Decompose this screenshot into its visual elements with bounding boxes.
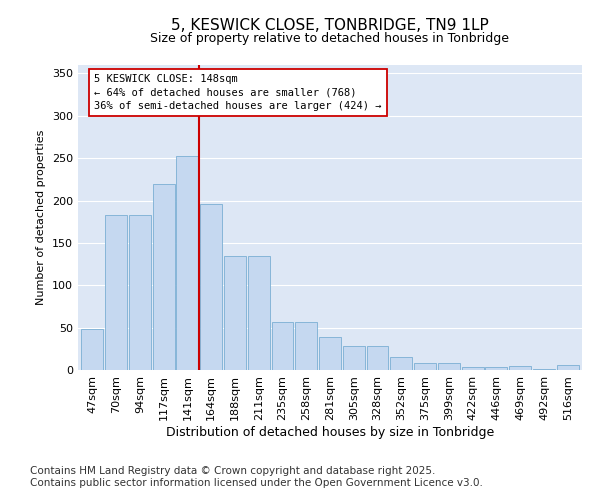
Text: Contains HM Land Registry data © Crown copyright and database right 2025.
Contai: Contains HM Land Registry data © Crown c…	[30, 466, 483, 487]
Bar	[176, 156, 198, 370]
Text: 5 KESWICK CLOSE: 148sqm
← 64% of detached houses are smaller (768)
36% of semi-d: 5 KESWICK CLOSE: 148sqm ← 64% of detache…	[94, 74, 382, 110]
Bar	[129, 215, 151, 370]
Bar	[391, 358, 412, 370]
Bar	[82, 330, 103, 370]
Text: Size of property relative to detached houses in Tonbridge: Size of property relative to detached ho…	[151, 32, 509, 45]
Bar	[485, 366, 508, 370]
Bar	[414, 363, 436, 370]
Bar	[152, 184, 175, 370]
Bar	[343, 346, 365, 370]
Y-axis label: Number of detached properties: Number of detached properties	[37, 130, 46, 305]
Bar	[438, 363, 460, 370]
Bar	[509, 366, 531, 370]
Bar	[248, 256, 269, 370]
Text: 5, KESWICK CLOSE, TONBRIDGE, TN9 1LP: 5, KESWICK CLOSE, TONBRIDGE, TN9 1LP	[171, 18, 489, 32]
Bar	[462, 366, 484, 370]
Bar	[105, 215, 127, 370]
Bar	[224, 256, 246, 370]
Bar	[533, 369, 555, 370]
Bar	[272, 322, 293, 370]
Bar	[200, 204, 222, 370]
Bar	[557, 365, 578, 370]
Bar	[295, 322, 317, 370]
Bar	[367, 346, 388, 370]
X-axis label: Distribution of detached houses by size in Tonbridge: Distribution of detached houses by size …	[166, 426, 494, 438]
Bar	[319, 337, 341, 370]
